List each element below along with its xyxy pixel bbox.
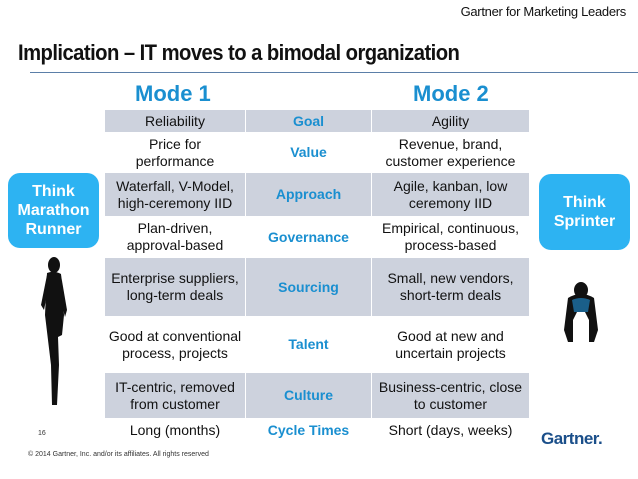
dimension-cell: Talent bbox=[245, 316, 372, 373]
mode-2-heading: Mode 2 bbox=[413, 81, 489, 106]
mode1-cell: Enterprise suppliers, long-term deals bbox=[104, 258, 246, 316]
mode2-cell: Small, new vendors, short-term deals bbox=[371, 258, 530, 316]
mode2-cell: Agility bbox=[371, 110, 530, 132]
table-row: Long (months) Cycle Times Short (days, wee… bbox=[104, 418, 530, 443]
table-row: Good at conventional process, projects Ta… bbox=[104, 316, 530, 373]
mode1-cell: Reliability bbox=[104, 110, 246, 132]
mode1-cell: Plan-driven, approval-based bbox=[104, 216, 246, 258]
brand-header: Gartner for Marketing Leaders bbox=[460, 4, 627, 19]
sprinter-icon bbox=[564, 282, 598, 342]
gartner-logo: Gartner. bbox=[541, 429, 603, 448]
mode1-cell: Price for performance bbox=[104, 132, 246, 173]
title-divider bbox=[30, 72, 638, 73]
mode2-cell: Agile, kanban, low ceremony IID bbox=[371, 173, 530, 216]
dimension-cell: Governance bbox=[245, 216, 372, 258]
slide-title: Implication – IT moves to a bimodal orga… bbox=[18, 40, 460, 65]
mode-1-heading: Mode 1 bbox=[135, 81, 211, 106]
dimension-cell: Cycle Times bbox=[245, 418, 372, 443]
table-row: Waterfall, V-Model, high-ceremony IID App… bbox=[104, 173, 530, 216]
table-row: Price for performance Value Revenue, brand… bbox=[104, 132, 530, 173]
dimension-cell: Goal bbox=[245, 110, 372, 132]
copyright: © 2014 Gartner, Inc. and/or its affiliat… bbox=[28, 451, 209, 458]
mode2-cell: Good at new and uncertain projects bbox=[371, 316, 530, 373]
mode1-cell: Waterfall, V-Model, high-ceremony IID bbox=[104, 173, 246, 216]
dimension-cell: Culture bbox=[245, 373, 372, 418]
mode1-cell: Long (months) bbox=[104, 418, 246, 443]
dimension-cell: Sourcing bbox=[245, 258, 372, 316]
table-row: Enterprise suppliers, long-term deals Sou… bbox=[104, 258, 530, 316]
mode1-cell: Good at conventional process, projects bbox=[104, 316, 246, 373]
marathon-runner-icon bbox=[41, 257, 67, 405]
sprinter-callout: Think Sprinter bbox=[539, 174, 630, 250]
mode2-cell: Short (days, weeks) bbox=[371, 418, 530, 443]
dimension-cell: Value bbox=[245, 132, 372, 173]
page-number: 16 bbox=[38, 430, 46, 437]
table-row: Plan-driven, approval-based Governance Emp… bbox=[104, 216, 530, 258]
marathon-callout: Think Marathon Runner bbox=[8, 173, 99, 248]
mode2-cell: Revenue, brand, customer experience bbox=[371, 132, 530, 173]
mode1-cell: IT-centric, removed from customer bbox=[104, 373, 246, 418]
mode2-cell: Business-centric, close to customer bbox=[371, 373, 530, 418]
table-row: Reliability Goal Agility bbox=[104, 110, 530, 132]
table-row: IT-centric, removed from customer Culture… bbox=[104, 373, 530, 418]
comparison-table: Reliability Goal Agility Price for perform… bbox=[104, 110, 530, 443]
dimension-cell: Approach bbox=[245, 173, 372, 216]
mode2-cell: Empirical, continuous, process-based bbox=[371, 216, 530, 258]
